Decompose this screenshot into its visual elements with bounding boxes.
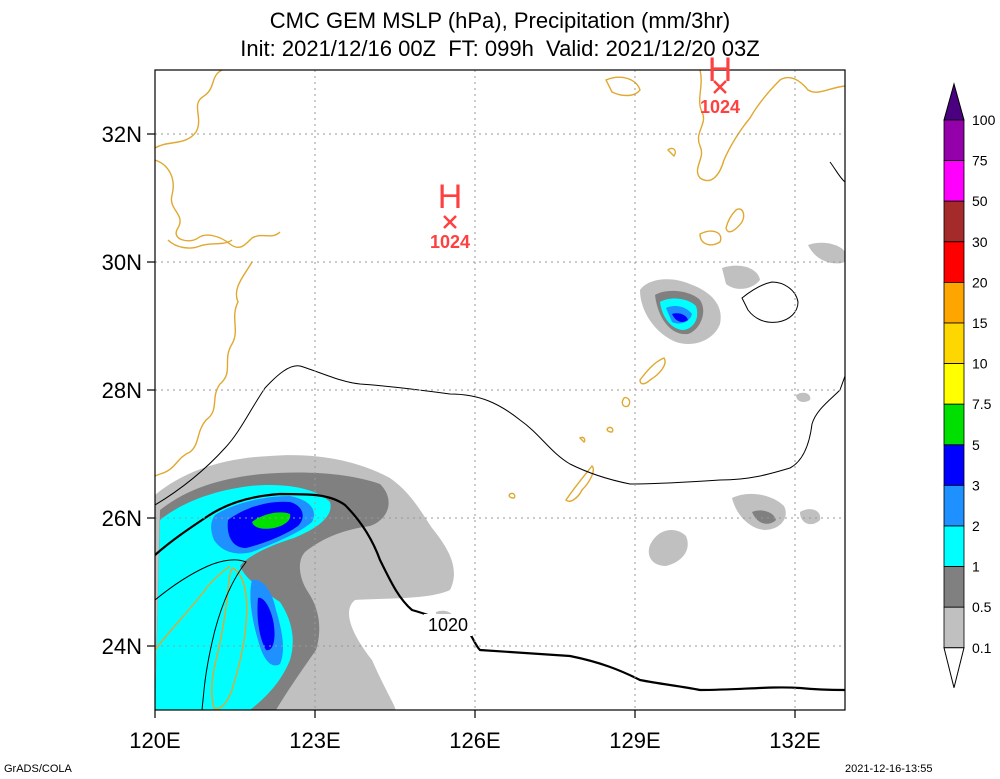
lon-label-123e: 123E: [289, 728, 340, 753]
colorbar-swatch-15: [943, 281, 965, 324]
lat-label-32n: 32N: [102, 122, 142, 147]
lat-label-30n: 30N: [102, 250, 142, 275]
colorbar-swatch-1: [943, 525, 965, 567]
colorbar-label-2: 2: [972, 518, 980, 534]
colorbar-swatch-30: [943, 200, 965, 243]
high-pressure-centers: H 1024 H 1024: [430, 51, 740, 252]
lon-label-132e: 132E: [769, 728, 820, 753]
coastlines: [155, 70, 845, 710]
lat-label-26n: 26N: [102, 506, 142, 531]
colorbar-label-50: 50: [972, 193, 988, 209]
colorbar-label-1: 1: [972, 559, 980, 575]
axis-ticks: [147, 133, 796, 718]
high-symbol-north: H: [708, 51, 733, 89]
colorbar-label-20: 20: [972, 274, 988, 290]
colorbar-swatch-75: [943, 119, 965, 161]
axis-labels: 120E 123E 126E 129E 132E 32N 30N 28N 26N…: [102, 122, 821, 753]
footer-credit: GrADS/COLA: [4, 763, 72, 775]
colorbar-swatch-5: [943, 403, 965, 446]
colorbar-swatch-0.1: [943, 606, 965, 649]
high-value-west: 1024: [430, 232, 470, 252]
isobars: [155, 161, 845, 710]
colorbar-label-0.5: 0.5: [972, 599, 992, 615]
lat-label-24n: 24N: [102, 634, 142, 659]
colorbar-swatch-50: [943, 160, 965, 202]
colorbar-label-5: 5: [972, 437, 980, 453]
lat-label-28n: 28N: [102, 378, 142, 403]
isobar-label: 1020: [428, 615, 468, 635]
precipitation-field: [155, 242, 845, 710]
high-value-north: 1024: [700, 97, 740, 117]
high-symbol-west: H: [438, 178, 463, 216]
colorbar-swatch-2: [943, 484, 965, 527]
colorbar-swatch-20: [943, 241, 965, 283]
colorbar-label-10: 10: [972, 356, 988, 372]
colorbar-swatch-0.5: [943, 566, 965, 608]
footer-timestamp: 2021-12-16-13:55: [845, 763, 933, 775]
colorbar-top-arrow: [943, 82, 965, 121]
colorbar-swatch-10: [943, 322, 965, 364]
lon-label-129e: 129E: [609, 728, 660, 753]
chart-title: CMC GEM MSLP (hPa), Precipitation (mm/3h…: [269, 8, 731, 33]
colorbar-label-7.5: 7.5: [972, 396, 992, 412]
precip-colorbar: 100 75 50 30 20 15 10 7.5 5 3 2 1 0.5 0.1: [943, 82, 996, 688]
colorbar-label-3: 3: [972, 477, 980, 493]
lon-label-126e: 126E: [449, 728, 500, 753]
colorbar-label-100: 100: [972, 112, 996, 128]
lon-label-120e: 120E: [129, 728, 180, 753]
colorbar-bottom-arrow: [943, 647, 965, 688]
colorbar-label-15: 15: [972, 315, 988, 331]
colorbar-label-30: 30: [972, 234, 988, 250]
colorbar-swatch-3: [943, 444, 965, 486]
colorbar-label-75: 75: [972, 153, 988, 169]
grid: [155, 70, 845, 710]
colorbar-swatch-7.5: [943, 363, 965, 405]
chart-subtitle: Init: 2021/12/16 00Z FT: 099h Valid: 202…: [240, 36, 760, 61]
colorbar-label-0.1: 0.1: [972, 640, 992, 656]
